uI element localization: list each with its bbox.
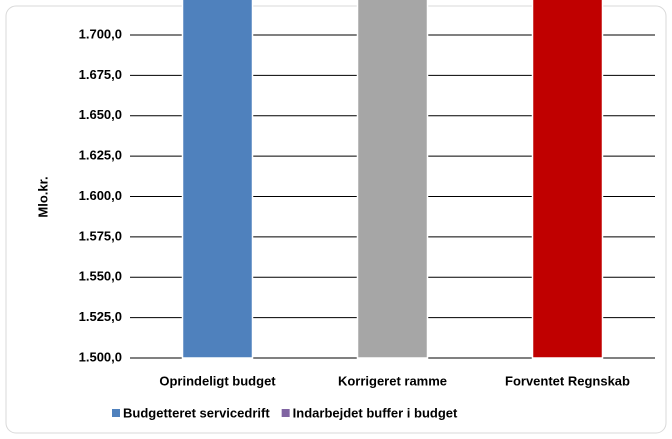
legend-swatch bbox=[112, 409, 120, 417]
y-tick-label: 1.600,0 bbox=[79, 188, 122, 203]
legend-label: Indarbejdet buffer i budget bbox=[293, 405, 458, 420]
y-tick-label: 1.675,0 bbox=[79, 67, 122, 82]
y-tick-label: 1.650,0 bbox=[79, 107, 122, 122]
y-tick-label: 1.700,0 bbox=[79, 26, 122, 41]
y-axis-label: Mlo.kr. bbox=[35, 176, 50, 217]
bar bbox=[356, 0, 429, 359]
bar bbox=[181, 0, 254, 359]
y-tick-label: 1.625,0 bbox=[79, 148, 122, 163]
x-tick-label: Korrigeret ramme bbox=[338, 373, 447, 388]
bar bbox=[531, 0, 604, 359]
y-tick-label: 1.500,0 bbox=[79, 349, 122, 364]
chart-frame bbox=[5, 5, 667, 434]
legend-swatch bbox=[281, 409, 290, 417]
y-tick-label: 1.575,0 bbox=[79, 228, 122, 243]
x-tick-label: Oprindeligt budget bbox=[159, 373, 276, 388]
legend-label: Budgetteret servicedrift bbox=[123, 405, 270, 420]
x-tick-label: Forventet Regnskab bbox=[505, 373, 630, 388]
y-tick-label: 1.525,0 bbox=[79, 309, 122, 324]
y-tick-label: 1.550,0 bbox=[79, 269, 122, 284]
